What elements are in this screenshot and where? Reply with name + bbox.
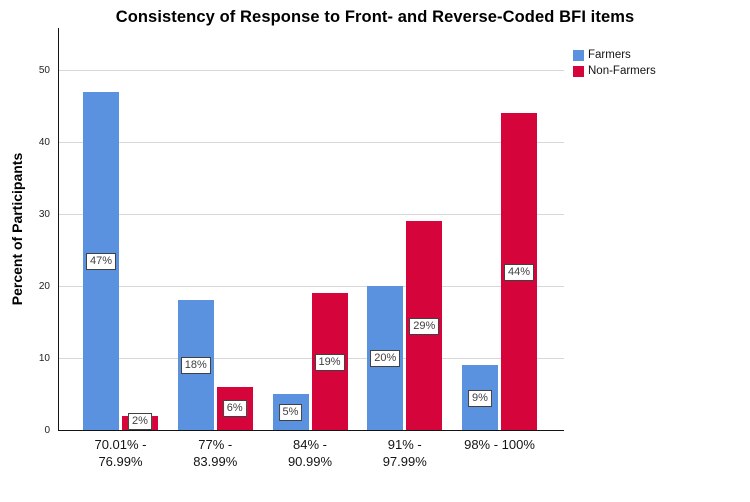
bar-non-farmers: 6% — [216, 386, 253, 430]
x-tick-label: 70.01% - 76.99% — [94, 437, 147, 469]
legend-label: Farmers — [588, 49, 631, 61]
x-axis-tick-labels: 70.01% - 76.99% 77% - 83.99% 84% - 90.99% 9… — [59, 430, 564, 474]
legend-item: Non-Farmers — [573, 65, 656, 77]
x-tick-label: 98% - 100% — [464, 437, 535, 452]
gridline — [59, 286, 564, 287]
bar-farmers: 20% — [367, 286, 404, 430]
bar-farmers: 18% — [177, 300, 214, 430]
bar-value-label: 5% — [278, 404, 303, 421]
plot-area: 0 10 20 30 40 50 47% 2% 18% 6% 5% 19% 20% 29% 9% 44% 7… — [39, 28, 564, 469]
bar-farmers: 47% — [83, 91, 119, 430]
legend: Farmers Non-Farmers — [573, 49, 656, 81]
legend-swatch-icon — [573, 49, 584, 61]
x-tick: 77% - 83.99% — [178, 430, 253, 474]
gridline — [59, 142, 564, 143]
bar-value-label: 44% — [503, 263, 535, 281]
bar-non-farmers: 2% — [122, 413, 158, 430]
bar-group-3: 5% 19% — [272, 28, 348, 430]
bar-non-farmers: 29% — [406, 221, 443, 430]
legend-item: Farmers — [573, 49, 656, 61]
gridline — [59, 70, 564, 71]
bar-value-label: 47% — [85, 252, 117, 270]
bar-value-label: 18% — [180, 357, 211, 375]
bar-group-1: 47% 2% — [83, 28, 158, 430]
legend-swatch-icon — [573, 65, 584, 77]
x-tick-label: 77% - 83.99% — [193, 437, 238, 469]
bar-value-label: 29% — [409, 317, 440, 335]
chart-title: Consistency of Response to Front- and Re… — [115, 8, 635, 26]
y-tick-label: 10 — [38, 353, 50, 364]
legend-label: Non-Farmers — [588, 65, 656, 77]
x-tick-label: 84% - 90.99% — [287, 437, 333, 469]
bar-group-5: 9% 44% — [462, 28, 537, 430]
x-tick-label: 91% - 97.99% — [382, 437, 427, 469]
x-tick: 84% - 90.99% — [273, 430, 348, 474]
x-tick: 91% - 97.99% — [367, 430, 442, 474]
bar-non-farmers: 44% — [501, 113, 537, 430]
y-tick-label: 20 — [38, 281, 50, 292]
gridline — [59, 214, 564, 215]
bar-group-2: 18% 6% — [177, 28, 253, 430]
x-tick: 98% - 100% — [462, 430, 537, 474]
y-tick-label: 0 — [44, 425, 50, 436]
y-tick-label: 40 — [38, 137, 50, 148]
bar-value-label: 19% — [314, 353, 345, 371]
bar-group-4: 20% 29% — [367, 28, 443, 430]
bar-value-label: 6% — [222, 400, 247, 418]
bar-value-label: 20% — [370, 350, 401, 367]
bar-value-label: 2% — [128, 413, 152, 430]
bar-farmers: 5% — [272, 394, 309, 430]
x-tick: 70.01% - 76.99% — [83, 430, 158, 474]
bar-value-label: 9% — [468, 389, 492, 407]
bar-groups: 47% 2% 18% 6% 5% 19% 20% 29% 9% 44% — [59, 28, 564, 430]
y-tick-label: 30 — [38, 209, 50, 220]
bar-farmers: 9% — [462, 365, 498, 430]
y-tick-label: 50 — [38, 65, 50, 76]
bar-non-farmers: 19% — [311, 293, 348, 430]
